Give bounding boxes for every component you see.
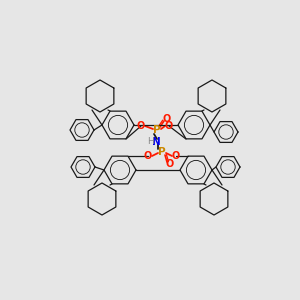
Text: P: P xyxy=(158,147,166,157)
Text: O: O xyxy=(165,121,173,131)
Text: H: H xyxy=(147,137,153,146)
Text: P: P xyxy=(153,125,161,135)
Text: N: N xyxy=(152,137,160,147)
Text: O: O xyxy=(172,151,180,161)
Text: O: O xyxy=(163,114,171,124)
Text: O: O xyxy=(137,121,145,131)
Text: O: O xyxy=(144,151,152,161)
Text: O: O xyxy=(166,159,174,169)
